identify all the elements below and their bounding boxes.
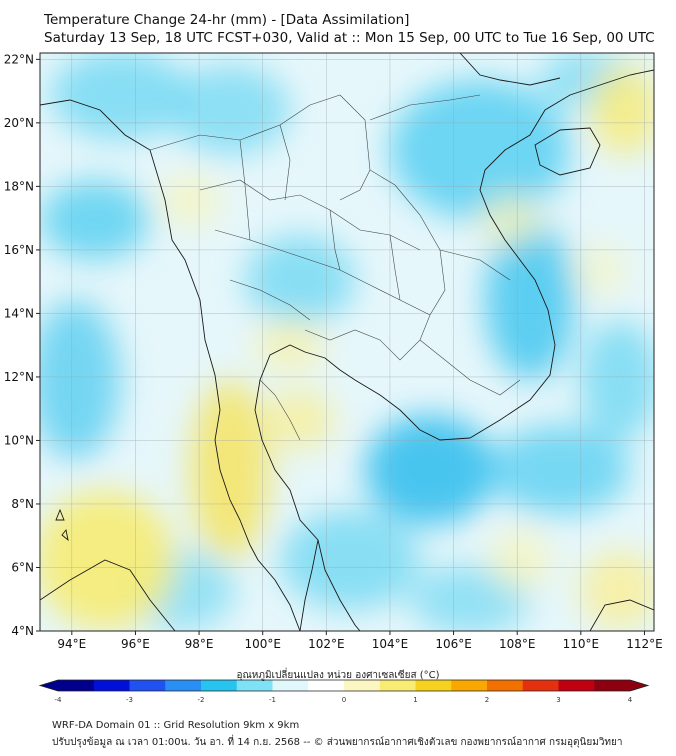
- map-field: [40, 53, 654, 631]
- colorbar-ticks: -4 -3 -2 -1 0 1 2 3 4: [55, 696, 633, 704]
- footer-model-info: WRF-DA Domain 01 :: Grid Resolution 9km …: [52, 720, 300, 731]
- latitude-ticks: 22°N 20°N 18°N 16°N 14°N 12°N 10°N 8°N 6°N 4°N: [4, 52, 40, 638]
- map-subtitle: Saturday 13 Sep, 18 UTC FCST+030, Valid …: [44, 30, 655, 46]
- colorbar-tick-label: -4: [55, 696, 63, 704]
- colorbar-segment: [487, 680, 524, 691]
- colorbar-max-arrow: [630, 680, 648, 691]
- colorbar-segment: [272, 680, 309, 691]
- colorbar-outline: [38, 679, 650, 692]
- lat-tick-label: 16°N: [4, 243, 34, 257]
- lon-tick-label: 106°E: [435, 637, 472, 651]
- colorbar-tick-label: 2: [485, 696, 489, 704]
- colorbar-segment: [344, 680, 381, 691]
- lat-tick-label: 18°N: [4, 179, 34, 193]
- map-frame: [39, 52, 655, 632]
- colorbar-tick-label: 0: [342, 696, 346, 704]
- colorbar-segment: [522, 680, 559, 691]
- lon-tick-label: 104°E: [372, 637, 409, 651]
- coastline: [40, 53, 654, 631]
- colorbar-segment: [415, 680, 452, 691]
- colorbar-tick-label: -2: [198, 696, 205, 704]
- lon-tick-label: 94°E: [57, 637, 86, 651]
- map-title: Temperature Change 24-hr (mm) - [Data As…: [44, 12, 410, 28]
- lat-tick-label: 12°N: [4, 370, 34, 384]
- colorbar-segment: [558, 680, 595, 691]
- colorbar-segment: [379, 680, 416, 691]
- colorbar-tick-label: -3: [126, 696, 133, 704]
- lat-tick-label: 6°N: [11, 560, 34, 574]
- colorbar-tick-label: 4: [628, 696, 633, 704]
- colorbar-tick-label: -1: [269, 696, 276, 704]
- colorbar-segment: [93, 680, 130, 691]
- lat-tick-label: 10°N: [4, 433, 34, 447]
- lon-tick-label: 96°E: [121, 637, 150, 651]
- lon-tick-label: 112°E: [626, 637, 663, 651]
- colorbar-segment: [165, 680, 202, 691]
- colorbar-min-arrow: [40, 680, 58, 691]
- lat-tick-label: 14°N: [4, 306, 34, 320]
- lon-tick-label: 110°E: [563, 637, 600, 651]
- colorbar: [38, 679, 650, 692]
- lon-tick-label: 108°E: [499, 637, 536, 651]
- lon-tick-label: 102°E: [308, 637, 345, 651]
- lon-tick-label: 98°E: [185, 637, 214, 651]
- colorbar-segment: [58, 680, 95, 691]
- lat-tick-label: 8°N: [11, 497, 34, 511]
- colorbar-segment: [308, 680, 345, 691]
- footer-credit: ปรับปรุงข้อมูล ณ เวลา 01:00น. วัน อา. ที…: [52, 737, 623, 748]
- colorbar-segment: [129, 680, 166, 691]
- colorbar-segment: [201, 680, 238, 691]
- colorbar-tick-label: 3: [556, 696, 560, 704]
- colorbar-tick-label: 1: [413, 696, 417, 704]
- colorbar-segment: [236, 680, 273, 691]
- longitude-ticks: 94°E 96°E 98°E 100°E 102°E 104°E 106°E 108°E 110…: [57, 631, 663, 651]
- colorbar-title: อุณหภูมิเปลี่ยนแปลง หน่วย องศาเซลเซียส (…: [236, 670, 440, 681]
- lon-tick-label: 100°E: [244, 637, 281, 651]
- lat-tick-label: 22°N: [4, 52, 34, 66]
- lat-tick-label: 20°N: [4, 116, 34, 130]
- colorbar-segment: [594, 680, 631, 691]
- colorbar-segment: [451, 680, 488, 691]
- lat-tick-label: 4°N: [11, 624, 34, 638]
- province-borders: [149, 94, 521, 441]
